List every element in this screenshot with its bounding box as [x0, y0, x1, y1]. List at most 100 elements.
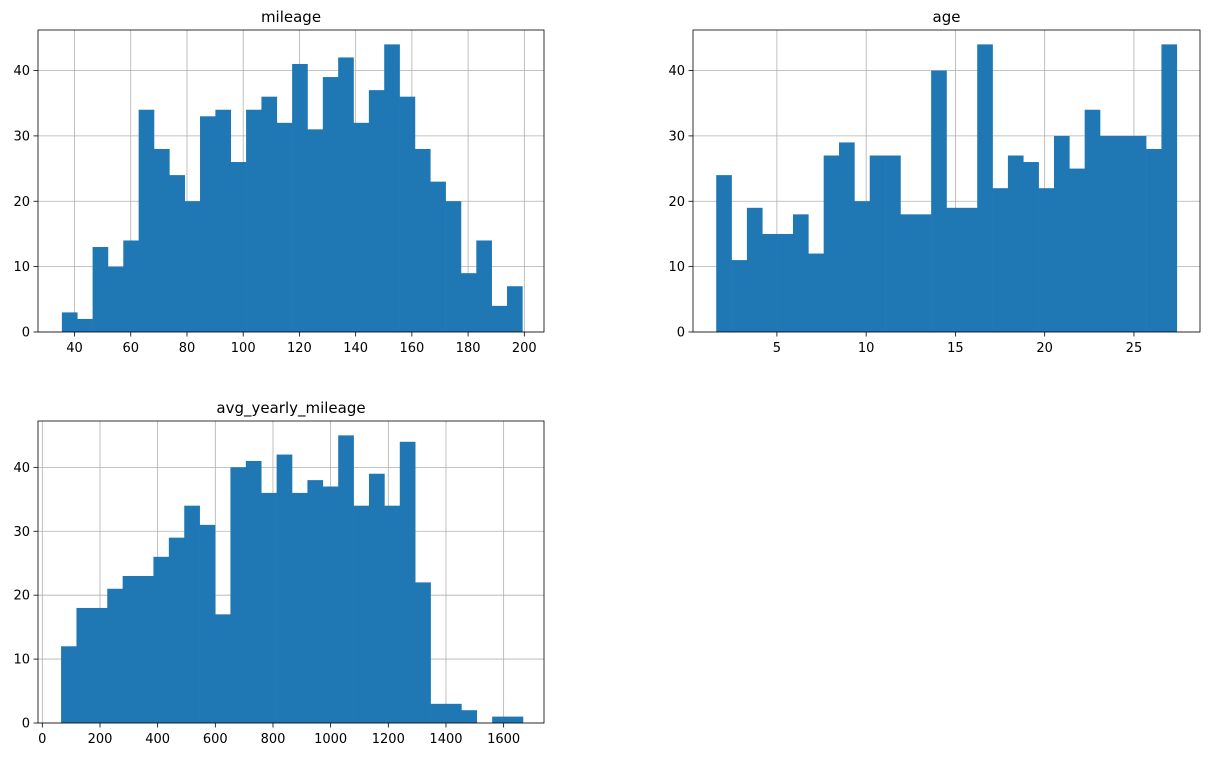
avg-yearly-mileage-y-tick-label-2: 20: [13, 589, 30, 604]
mileage-y-tick-label-2: 20: [13, 195, 30, 210]
avg-yearly-mileage-bar-26: [461, 710, 478, 723]
age-bar-9: [854, 201, 871, 332]
mileage-x-tick-label-7: 180: [456, 341, 481, 356]
avg-yearly-mileage-bar-15: [292, 492, 308, 723]
mileage-bar-28: [491, 305, 508, 332]
mileage-y-tick-label-4: 40: [13, 64, 30, 79]
age-bar-0: [716, 175, 732, 332]
mileage-bar-24: [430, 181, 446, 332]
mileage-bar-18: [338, 57, 354, 332]
age-bar-20: [1023, 162, 1039, 332]
age-bar-15: [946, 207, 963, 332]
avg-yearly-mileage-y-tick-label-1: 10: [13, 653, 30, 668]
avg-yearly-mileage-y-tick-label-3: 30: [13, 525, 30, 540]
age-x-tick-label-1: 10: [858, 341, 875, 356]
mileage-y-tick-label-0: 0: [22, 326, 30, 341]
age-bar-3: [762, 233, 778, 332]
avg-yearly-mileage-bar-3: [107, 588, 123, 723]
mileage-bar-11: [230, 162, 247, 332]
mileage-bar-19: [353, 122, 370, 332]
avg-yearly-mileage-x-tick-label-6: 1200: [372, 732, 405, 747]
avg-yearly-mileage-bar-9: [199, 524, 216, 723]
avg-yearly-mileage-bar-24: [430, 703, 447, 723]
avg-yearly-mileage-bar-6: [153, 556, 170, 723]
age-bar-22: [1053, 135, 1070, 332]
avg-yearly-mileage-x-tick-label-2: 400: [145, 732, 170, 747]
mileage-bar-26: [460, 273, 477, 332]
avg-yearly-mileage-x-tick-label-5: 1000: [314, 732, 347, 747]
mileage-bar-27: [476, 240, 492, 332]
avg-yearly-mileage-bar-14: [276, 454, 293, 723]
avg-yearly-mileage-bar-29: [507, 716, 524, 723]
age-bar-14: [931, 70, 947, 332]
mileage-bar-17: [322, 77, 339, 332]
age-ticks: 5 10 15 20 25 0 10 20 30 40: [668, 64, 1142, 356]
avg-yearly-mileage-bar-25: [445, 703, 462, 723]
avg-yearly-mileage-bars: [61, 435, 524, 723]
mileage-x-tick-label-1: 60: [122, 341, 139, 356]
age-bar-26: [1115, 135, 1132, 332]
avg-yearly-mileage-bar-11: [230, 467, 247, 723]
age-bar-28: [1146, 148, 1162, 332]
mileage-bar-25: [445, 201, 462, 332]
avg-yearly-mileage-bar-23: [415, 582, 431, 723]
age-bar-6: [808, 253, 824, 332]
mileage-bar-16: [307, 129, 324, 332]
mileage-bar-6: [153, 148, 170, 332]
mileage-x-tick-label-5: 140: [343, 341, 368, 356]
avg-yearly-mileage-bar-20: [368, 473, 385, 723]
avg-yearly-mileage-title: avg_yearly_mileage: [216, 399, 365, 418]
avg-yearly-mileage-bar-1: [76, 607, 93, 723]
age-title: age: [933, 8, 961, 26]
mileage-y-tick-label-3: 30: [13, 129, 30, 144]
avg-yearly-mileage-bar-10: [215, 614, 231, 723]
age-bar-1: [731, 260, 748, 332]
age-bar-27: [1130, 135, 1147, 332]
mileage-x-tick-label-8: 200: [512, 341, 537, 356]
mileage-bar-4: [123, 240, 139, 332]
mileage-bar-0: [61, 312, 78, 332]
age-bar-19: [1007, 155, 1024, 332]
mileage-bar-2: [92, 247, 109, 332]
avg-yearly-mileage-bar-18: [338, 435, 354, 723]
avg-yearly-mileage-bar-13: [261, 492, 277, 723]
avg-yearly-mileage-axes-frame: [37, 420, 545, 724]
mileage-bar-20: [368, 90, 385, 332]
age-bar-21: [1038, 188, 1055, 332]
avg-yearly-mileage-x-tick-label-3: 600: [203, 732, 228, 747]
avg-yearly-mileage-x-tick-label-0: 0: [38, 732, 46, 747]
age-x-tick-label-4: 25: [1126, 341, 1143, 356]
mileage-bar-23: [414, 148, 431, 332]
mileage-bar-15: [292, 63, 308, 333]
age-bar-16: [961, 207, 978, 332]
avg-yearly-mileage-bar-17: [322, 486, 339, 723]
mileage-bar-3: [107, 266, 124, 332]
age-bars: [716, 44, 1178, 332]
avg-yearly-mileage-y-tick-label-4: 40: [13, 461, 30, 476]
mileage-bar-21: [384, 44, 400, 332]
age-bar-24: [1084, 109, 1101, 332]
avg-yearly-mileage-bar-2: [91, 607, 108, 723]
mileage-x-tick-label-3: 100: [231, 341, 256, 356]
avg-yearly-mileage-x-tick-label-7: 1400: [429, 732, 462, 747]
age-y-tick-label-1: 10: [668, 260, 685, 275]
mileage-x-tick-label-6: 160: [399, 341, 424, 356]
avg-yearly-mileage-x-tick-label-4: 800: [261, 732, 286, 747]
age-bar-13: [915, 214, 932, 332]
mileage-bar-12: [246, 109, 262, 332]
age-axes-frame: [692, 29, 1201, 333]
avg-yearly-mileage-bar-5: [138, 575, 154, 723]
mileage-histogram-panel: 40 60 80 100 120 140 160 180 200 0 10 20 30 40 mileag…: [13, 8, 545, 356]
avg-yearly-mileage-bar-16: [307, 480, 324, 723]
avg-yearly-mileage-ticks: 0 200 400 600 800 1000 1200 1400 1600 0 10 20 30 40: [13, 461, 520, 747]
mileage-bar-1: [77, 318, 93, 332]
avg-yearly-mileage-histogram-panel: 0 200 400 600 800 1000 1200 1400 1600 0 10 20 30 40 a…: [13, 399, 545, 747]
avg-yearly-mileage-bar-8: [184, 505, 200, 723]
avg-yearly-mileage-bar-0: [61, 646, 77, 723]
avg-yearly-mileage-x-tick-label-1: 200: [88, 732, 113, 747]
age-x-tick-label-2: 15: [947, 341, 964, 356]
avg-yearly-mileage-bar-22: [399, 441, 416, 723]
age-y-tick-label-2: 20: [668, 195, 685, 210]
mileage-bar-22: [399, 96, 416, 333]
age-bar-4: [777, 233, 794, 332]
